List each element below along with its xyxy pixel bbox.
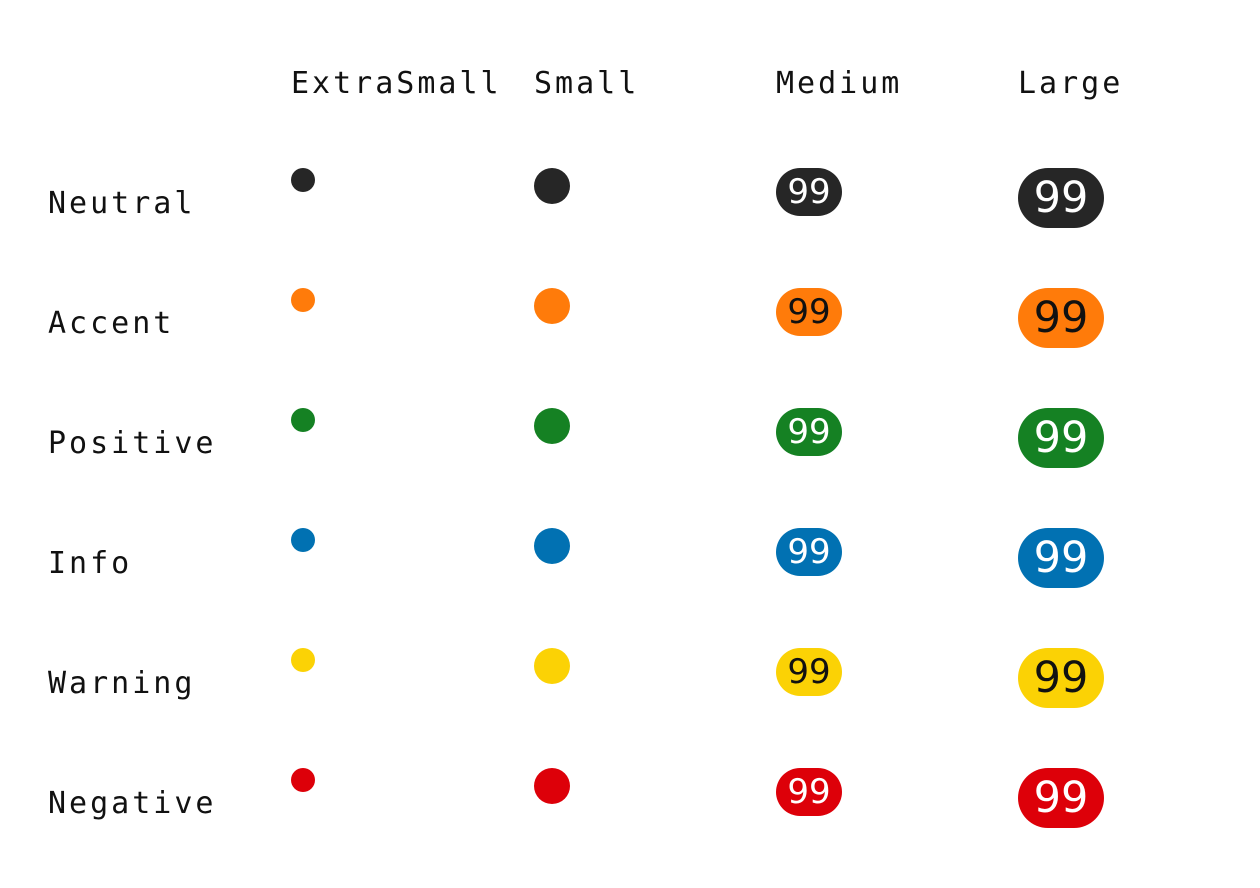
badge-count-large: 99 [1018,408,1104,468]
row-label-info: Info [48,546,133,581]
badge-dot-xs [291,648,315,672]
badge-count-large: 99 [1018,648,1104,708]
row-label-accent: Accent [48,306,175,341]
badge-count-large: 99 [1018,528,1104,588]
badge-count-medium: 99 [776,528,842,576]
badge-count-large: 99 [1018,168,1104,228]
badge-dot-small [534,168,570,204]
badge-dot-xs [291,168,315,192]
badge-count-large: 99 [1018,768,1104,828]
badge-count-medium: 99 [776,408,842,456]
badge-count-medium: 99 [776,768,842,816]
badge-dot-small [534,408,570,444]
badge-dot-xs [291,408,315,432]
row-label-negative: Negative [48,786,217,821]
badge-dot-small [534,768,570,804]
column-header-medium: Medium [776,66,903,101]
badge-dot-small [534,648,570,684]
column-header-extrasmall: ExtraSmall [291,66,502,101]
badge-count-medium: 99 [776,168,842,216]
column-header-small: Small [534,66,640,101]
badge-dot-small [534,528,570,564]
badge-count-medium: 99 [776,648,842,696]
row-label-neutral: Neutral [48,186,196,221]
badge-dot-xs [291,768,315,792]
badge-dot-xs [291,528,315,552]
badge-dot-xs [291,288,315,312]
badge-count-medium: 99 [776,288,842,336]
badge-dot-small [534,288,570,324]
column-header-large: Large [1018,66,1124,101]
badge-count-large: 99 [1018,288,1104,348]
row-label-positive: Positive [48,426,217,461]
row-label-warning: Warning [48,666,196,701]
